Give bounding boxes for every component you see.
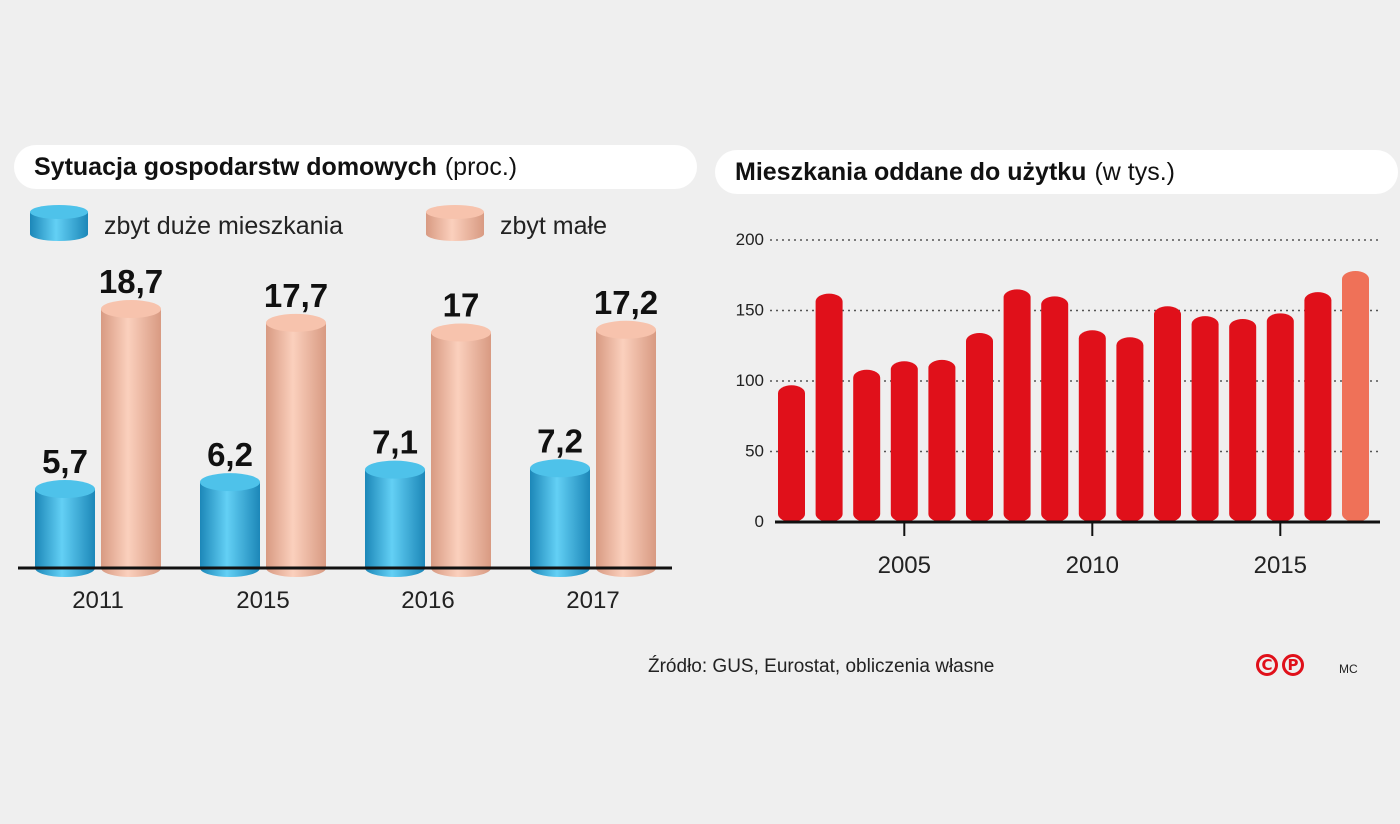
bar-2017-0 (530, 459, 590, 577)
data-label-2011-0: 5,7 (42, 443, 88, 480)
bar-2011-0 (35, 480, 95, 577)
legend-swatch-1 (426, 205, 484, 241)
right-chart: 0 50 100 150 200 2005 2010 2015 (736, 230, 1380, 579)
bar-2011-1 (101, 300, 161, 577)
y-tick-150: 150 (736, 301, 764, 320)
bar-2016-0 (365, 460, 425, 577)
data-label-2015-1: 17,7 (264, 277, 328, 314)
source-note: Źródło: GUS, Eurostat, obliczenia własne (648, 656, 995, 677)
bar-2007 (966, 333, 993, 522)
y-tick-200: 200 (736, 230, 764, 249)
right-chart-title: Mieszkania oddane do użytku (w tys.) (715, 150, 1398, 194)
bar-2008 (1003, 289, 1031, 522)
y-tick-50: 50 (745, 442, 764, 461)
p-icon: P (1282, 654, 1304, 676)
left-chart-title: Sytuacja gospodarstw domowych (proc.) (14, 145, 697, 189)
data-label-2015-0: 6,2 (207, 436, 253, 473)
y-tick-0: 0 (755, 512, 764, 531)
x-tick-2017: 2017 (566, 587, 619, 614)
data-label-2016-1: 17 (443, 287, 480, 324)
data-label-2017-0: 7,2 (537, 422, 583, 459)
legend-label-1: zbyt małe (500, 212, 607, 240)
left-chart-title-text: Sytuacja gospodarstw domowych (34, 152, 437, 181)
bar-2006 (928, 359, 956, 522)
bar-2015-0 (200, 473, 260, 577)
x-tick-2016: 2016 (401, 587, 454, 614)
logo: C P (1256, 654, 1304, 676)
legend-swatch-0 (30, 205, 88, 241)
bar-2015 (1266, 313, 1294, 522)
bar-2003 (815, 293, 843, 522)
x-tick-2011: 2011 (72, 587, 124, 614)
data-label-2016-0: 7,1 (372, 424, 418, 461)
bar-2002 (778, 385, 805, 522)
left-chart: zbyt duże mieszkania zbyt małe 5,7 18,7 2011… (18, 205, 672, 614)
x-tick-2015: 2015 (236, 587, 289, 614)
bar-2016-1 (431, 323, 491, 577)
bar-2005 (890, 361, 918, 522)
bar-2011 (1116, 337, 1144, 522)
copyright-icon: C (1256, 654, 1278, 676)
x-tick-2005: 2005 (878, 552, 931, 579)
y-tick-100: 100 (736, 371, 764, 390)
data-label-2017-1: 17,2 (594, 284, 658, 321)
bar-2013 (1191, 316, 1219, 522)
bar-2009 (1041, 296, 1069, 522)
bar-2016 (1304, 292, 1332, 522)
bar-2010 (1078, 330, 1106, 522)
bar-2004 (853, 369, 881, 522)
x-tick-2010: 2010 (1066, 552, 1119, 579)
bar-2017-1 (596, 320, 656, 577)
legend-label-0: zbyt duże mieszkania (104, 212, 343, 240)
author-initials: MC (1339, 662, 1358, 676)
x-tick-2015: 2015 (1254, 552, 1307, 579)
bar-2014 (1229, 318, 1257, 522)
data-label-2011-1: 18,7 (99, 263, 163, 300)
bar-2015-1 (266, 313, 326, 577)
bar-2012 (1154, 306, 1181, 522)
right-chart-title-text: Mieszkania oddane do użytku (735, 157, 1087, 186)
right-chart-unit: (w tys.) (1094, 157, 1175, 186)
left-chart-unit: (proc.) (444, 152, 518, 181)
bar-2017 (1342, 271, 1369, 522)
